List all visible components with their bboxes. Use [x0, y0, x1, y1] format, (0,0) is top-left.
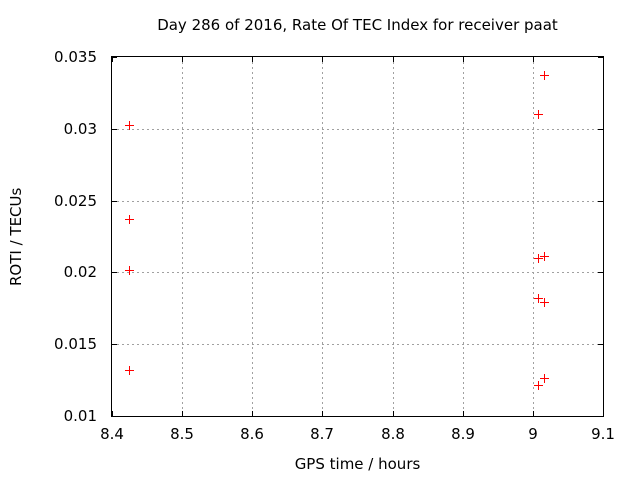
- x-tick-mark: [533, 57, 534, 62]
- plus-icon: [129, 266, 131, 276]
- x-tick-mark: [603, 411, 604, 416]
- plus-icon: [538, 381, 540, 391]
- chart-title: Day 286 of 2016, Rate Of TEC Index for r…: [157, 16, 558, 34]
- plus-icon: [544, 71, 546, 81]
- data-point-marker: [534, 293, 544, 303]
- data-point-marker: [540, 252, 550, 262]
- x-gridline: [393, 57, 394, 416]
- y-tick-mark: [598, 129, 603, 130]
- x-tick-mark: [463, 411, 464, 416]
- x-tick-mark: [182, 411, 183, 416]
- y-tick-label: 0.02: [63, 263, 97, 281]
- x-tick-label: 8.4: [100, 425, 124, 443]
- data-point-marker: [534, 381, 544, 391]
- y-tick-mark: [598, 57, 603, 58]
- y-tick-label: 0.01: [63, 407, 97, 425]
- y-tick-mark: [598, 416, 603, 417]
- x-tick-mark: [112, 411, 113, 416]
- y-tick-mark: [112, 129, 117, 130]
- plus-icon: [538, 253, 540, 263]
- x-tick-label: 8.6: [240, 425, 264, 443]
- y-tick-label: 0.035: [54, 48, 97, 66]
- x-tick-mark: [252, 411, 253, 416]
- y-tick-mark: [112, 57, 117, 58]
- y-tick-mark: [598, 201, 603, 202]
- x-tick-mark: [393, 57, 394, 62]
- data-point-marker: [125, 266, 135, 276]
- y-tick-mark: [112, 344, 117, 345]
- plus-icon: [129, 365, 131, 375]
- plus-icon: [544, 374, 546, 384]
- y-gridline: [112, 272, 603, 273]
- x-gridline: [182, 57, 183, 416]
- y-gridline: [112, 201, 603, 202]
- x-gridline: [463, 57, 464, 416]
- x-tick-mark: [463, 57, 464, 62]
- plus-icon: [538, 109, 540, 119]
- y-tick-label: 0.015: [54, 335, 97, 353]
- x-tick-label: 8.7: [310, 425, 334, 443]
- x-tick-label: 8.8: [381, 425, 405, 443]
- data-point-marker: [125, 214, 135, 224]
- x-tick-mark: [322, 411, 323, 416]
- x-tick-mark: [322, 57, 323, 62]
- x-tick-mark: [393, 411, 394, 416]
- y-tick-mark: [598, 344, 603, 345]
- data-point-marker: [540, 71, 550, 81]
- x-tick-mark: [533, 411, 534, 416]
- plus-icon: [544, 298, 546, 308]
- x-tick-label: 8.5: [170, 425, 194, 443]
- x-axis-label: GPS time / hours: [294, 455, 421, 473]
- x-tick-label: 8.9: [451, 425, 475, 443]
- x-tick-mark: [182, 57, 183, 62]
- x-tick-mark: [603, 57, 604, 62]
- x-gridline: [322, 57, 323, 416]
- data-point-marker: [534, 253, 544, 263]
- data-point-marker: [125, 365, 135, 375]
- y-gridline: [112, 129, 603, 130]
- data-point-marker: [534, 109, 544, 119]
- x-gridline: [533, 57, 534, 416]
- plus-icon: [129, 121, 131, 131]
- plot-area: [111, 56, 604, 417]
- plus-icon: [129, 214, 131, 224]
- y-gridline: [112, 344, 603, 345]
- y-tick-mark: [598, 272, 603, 273]
- plus-icon: [538, 293, 540, 303]
- x-tick-mark: [252, 57, 253, 62]
- data-point-marker: [540, 374, 550, 384]
- x-tick-mark: [112, 57, 113, 62]
- x-tick-label: 9.1: [591, 425, 615, 443]
- plus-icon: [544, 252, 546, 262]
- y-tick-mark: [112, 201, 117, 202]
- data-point-marker: [540, 298, 550, 308]
- x-tick-label: 9: [528, 425, 538, 443]
- y-tick-mark: [112, 416, 117, 417]
- y-tick-label: 0.025: [54, 192, 97, 210]
- x-gridline: [252, 57, 253, 416]
- y-tick-label: 0.03: [63, 120, 97, 138]
- data-point-marker: [125, 121, 135, 131]
- y-axis-label: ROTI / TECUs: [7, 187, 25, 286]
- y-tick-mark: [112, 272, 117, 273]
